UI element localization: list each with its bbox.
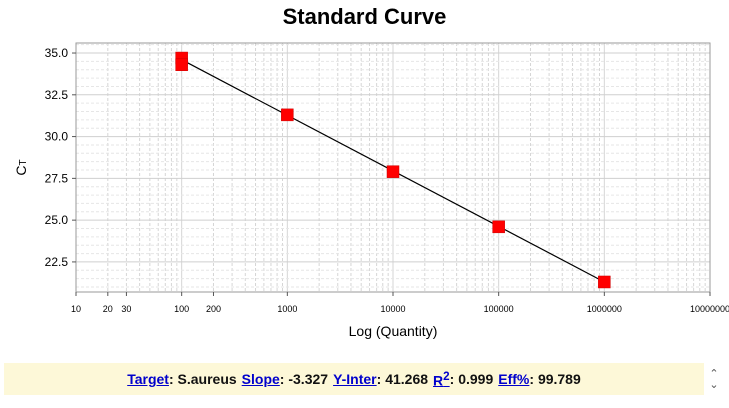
y-axis-title: CT — [13, 159, 29, 175]
target-link[interactable]: Target — [127, 371, 169, 387]
chevron-up-icon[interactable]: ⌃ — [709, 368, 719, 380]
r-squared-value: 0.999 — [458, 371, 494, 387]
up-down-chevron-icon[interactable]: ⌃ ⌄ — [703, 365, 725, 395]
chevron-down-icon[interactable]: ⌄ — [709, 379, 719, 391]
y-tick-label: 27.5 — [45, 171, 69, 185]
r-squared-superscript: 2 — [443, 369, 450, 383]
data-point — [175, 58, 188, 71]
y-tick-label: 25.0 — [45, 213, 69, 227]
r-squared-label: R — [433, 372, 444, 389]
x-tick-label: 1000000 — [587, 304, 622, 314]
x-tick-label: 200 — [206, 304, 221, 314]
data-point — [492, 220, 505, 234]
y-inter-value: 41.268 — [385, 371, 429, 387]
y-inter-link[interactable]: Y-Inter — [333, 371, 377, 387]
x-tick-label: 100000 — [484, 304, 514, 314]
x-tick-label: 100 — [174, 304, 189, 314]
y-tick-label: 35.0 — [45, 46, 69, 60]
data-point — [598, 275, 611, 289]
data-point — [281, 108, 294, 122]
r-squared-link[interactable]: R2 — [433, 370, 450, 389]
x-tick-label: 10000000 — [690, 304, 729, 314]
x-tick-label: 10000 — [380, 304, 405, 314]
curve-statistics-bar: Target: S.aureus Slope: -3.327 Y-Inter: … — [4, 363, 704, 395]
efficiency-value: 99.789 — [537, 371, 581, 387]
y-axis-title-main: C — [13, 165, 29, 175]
y-tick-label: 30.0 — [45, 130, 69, 144]
efficiency-link[interactable]: Eff% — [498, 371, 530, 387]
slope-value: -3.327 — [288, 371, 329, 387]
axes: 22.5 25.0 27.5 30.0 32.5 35.0 10 20 30 100 200 1000… — [45, 46, 729, 314]
data-points — [175, 51, 611, 289]
target-value: S.aureus — [177, 371, 237, 387]
x-tick-label: 10 — [71, 304, 81, 314]
slope-link[interactable]: Slope — [241, 371, 280, 387]
y-axis-title-sub: T — [18, 159, 29, 165]
y-tick-label: 32.5 — [45, 88, 69, 102]
data-point — [386, 165, 400, 178]
standard-curve-chart: 22.5 25.0 27.5 30.0 32.5 35.0 10 20 30 100 200 1000… — [13, 42, 729, 339]
chart-title: Standard Curve — [282, 4, 447, 29]
x-tick-label: 30 — [121, 304, 131, 314]
x-axis-title: Log (Quantity) — [349, 323, 438, 339]
x-tick-label: 20 — [103, 304, 113, 314]
x-tick-label: 1000 — [277, 304, 297, 314]
y-tick-label: 22.5 — [45, 255, 69, 269]
